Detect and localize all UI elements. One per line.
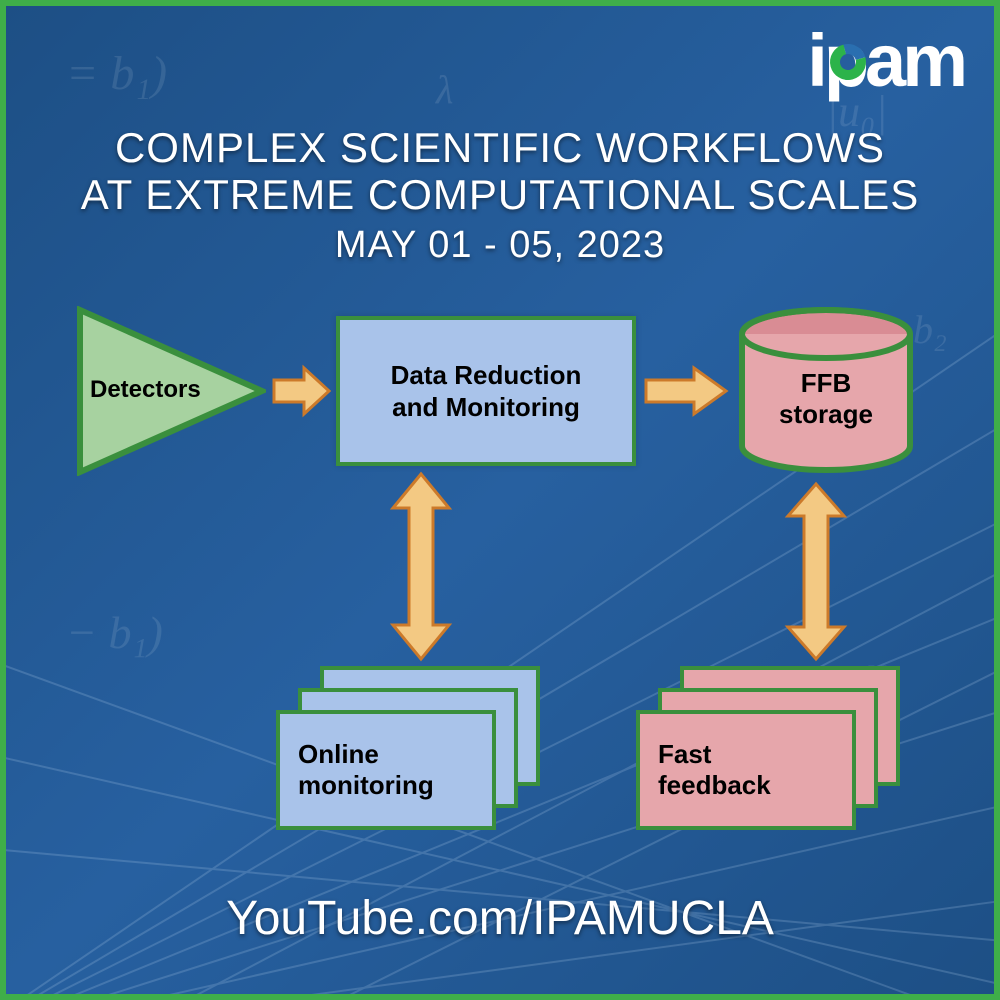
node-ffb-label: FFBstorage [736,368,916,430]
ipam-logo: ipam [807,24,964,98]
node-fast-label: Fastfeedback [658,739,771,801]
headline-line2: AT EXTREME COMPUTATIONAL SCALES [6,171,994,218]
headline: COMPLEX SCIENTIFIC WORKFLOWS AT EXTREME … [6,124,994,267]
node-data-reduction-label: Data Reductionand Monitoring [340,359,632,424]
node-ffb-storage: FFBstorage [736,306,916,476]
arrow-detectors-to-reduction [274,366,329,416]
headline-line1: COMPLEX SCIENTIFIC WORKFLOWS [6,124,994,171]
node-data-reduction: Data Reductionand Monitoring [336,316,636,466]
node-online-monitoring: Onlinemonitoring [276,666,546,841]
arrow-ffb-fast-double [786,484,846,659]
node-detectors: Detectors [76,306,266,476]
arrow-reduction-to-ffb [646,366,726,416]
footer-url: YouTube.com/IPAMUCLA [6,891,994,946]
node-fast-feedback: Fastfeedback [636,666,906,841]
node-online-label: Onlinemonitoring [298,739,434,801]
headline-dates: MAY 01 - 05, 2023 [6,224,994,267]
workflow-diagram: Detectors Data Reductionand Monitoring F… [76,306,936,846]
arrow-reduction-online-double [391,474,451,659]
node-detectors-label: Detectors [90,376,201,404]
